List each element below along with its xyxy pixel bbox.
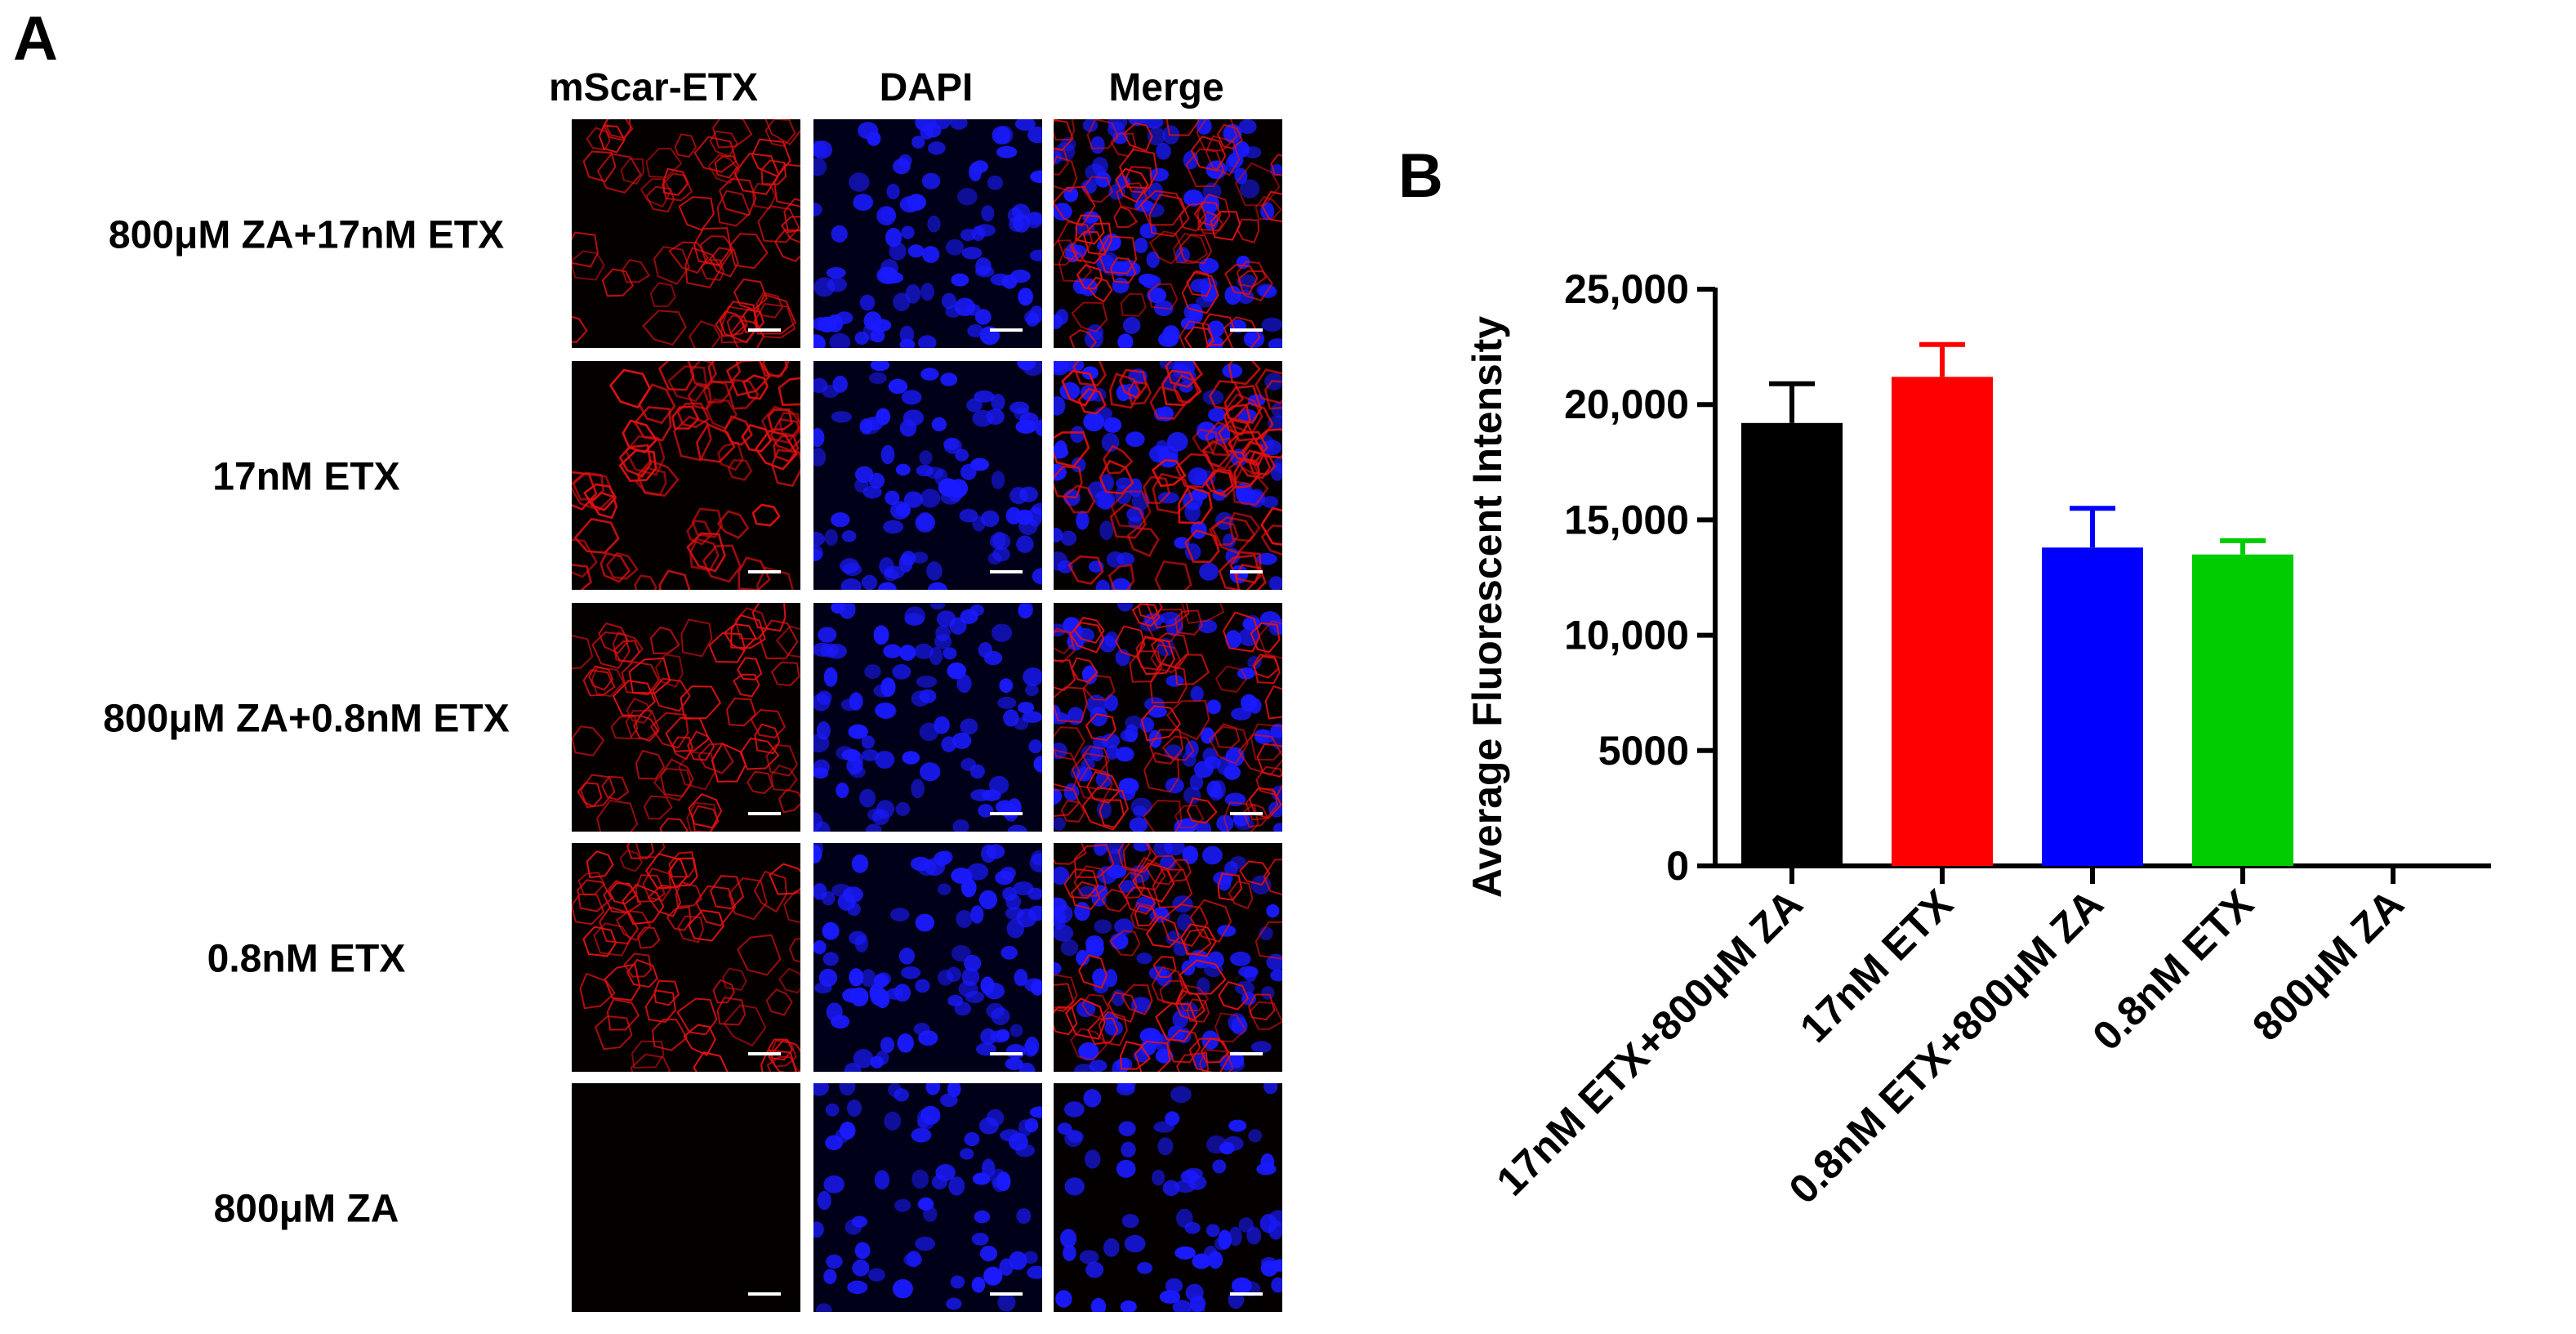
micrograph-nuclei-row-2	[813, 361, 1042, 590]
scale-bar	[1230, 328, 1263, 332]
micrograph-membrane-row-5	[572, 1083, 800, 1312]
column-header-mscar-etx: mScar-ETX	[548, 66, 759, 109]
bar	[2042, 547, 2143, 866]
scale-bar	[990, 570, 1023, 573]
micrograph-merge-row-5	[1054, 1083, 1282, 1312]
x-tick-label: 0.8nM ETX+800μM ZA	[1780, 881, 2112, 1212]
scale-bar	[1230, 812, 1263, 815]
axes: 0 5000 10,000 15,000 20,000 25,000	[1564, 266, 2491, 889]
bar-chart: 0 5000 10,000 15,000 20,000 25,000 Average Flu…	[1464, 266, 2491, 1212]
micrograph-merge-row-1	[1054, 119, 1282, 348]
micrograph-membrane-row-4	[572, 843, 800, 1072]
scale-bar	[990, 1292, 1023, 1296]
y-axis-title: Average Fluorescent Intensity	[1464, 316, 1510, 898]
bar	[2192, 554, 2293, 866]
x-tick-label: 0.8nM ETX	[2084, 881, 2262, 1059]
y-tick-label: 15,000	[1564, 497, 1689, 542]
micrograph-merge-row-2	[1054, 361, 1282, 590]
bar	[1741, 422, 1843, 866]
micrograph-membrane-row-1	[572, 119, 800, 348]
row-label-za-17nm-etx: 800μM ZA+17nM ETX	[108, 213, 505, 257]
x-tick-label: 17nM ETX+800μM ZA	[1488, 881, 1812, 1204]
micrograph-membrane-row-3	[572, 603, 800, 832]
scale-bar	[748, 1292, 781, 1296]
micrograph-nuclei-row-3	[813, 603, 1042, 832]
y-tick-label: 25,000	[1564, 266, 1689, 312]
y-tick-label: 10,000	[1564, 613, 1689, 658]
scale-bar	[748, 812, 781, 815]
scale-bar	[1230, 570, 1263, 573]
micrograph-merge-row-3	[1054, 603, 1282, 832]
column-header-merge: Merge	[1108, 66, 1224, 109]
scale-bar	[748, 1052, 781, 1055]
micrograph-nuclei-row-4	[813, 843, 1042, 1072]
micrograph-nuclei-row-1	[813, 119, 1042, 348]
y-tick-label: 20,000	[1564, 381, 1689, 427]
scale-bar	[990, 1052, 1023, 1055]
column-header-dapi: DAPI	[879, 66, 974, 109]
bar	[1892, 377, 1993, 866]
row-label-za-0-8nm-etx: 800μM ZA+0.8nM ETX	[103, 697, 510, 741]
scale-bar	[990, 328, 1023, 332]
y-tick-label: 0	[1666, 843, 1689, 889]
scale-bar	[1230, 1052, 1263, 1055]
micrograph-membrane-row-2	[572, 361, 800, 590]
scale-bar	[990, 812, 1023, 815]
panel-a-label: A	[13, 4, 58, 74]
row-label-17nm-etx: 17nM ETX	[212, 455, 400, 499]
scale-bar	[1230, 1292, 1263, 1296]
panel-b-label: B	[1398, 141, 1443, 211]
row-label-800um-za: 800μM ZA	[213, 1187, 399, 1231]
row-label-0-8nm-etx: 0.8nM ETX	[207, 937, 406, 981]
scale-bar	[748, 328, 781, 332]
x-tick-label: 800μM ZA	[2244, 881, 2413, 1050]
micrograph-merge-row-4	[1054, 843, 1282, 1072]
scale-bar	[748, 570, 781, 573]
micrograph-nuclei-row-5	[813, 1083, 1042, 1312]
y-tick-label: 5000	[1598, 728, 1689, 774]
